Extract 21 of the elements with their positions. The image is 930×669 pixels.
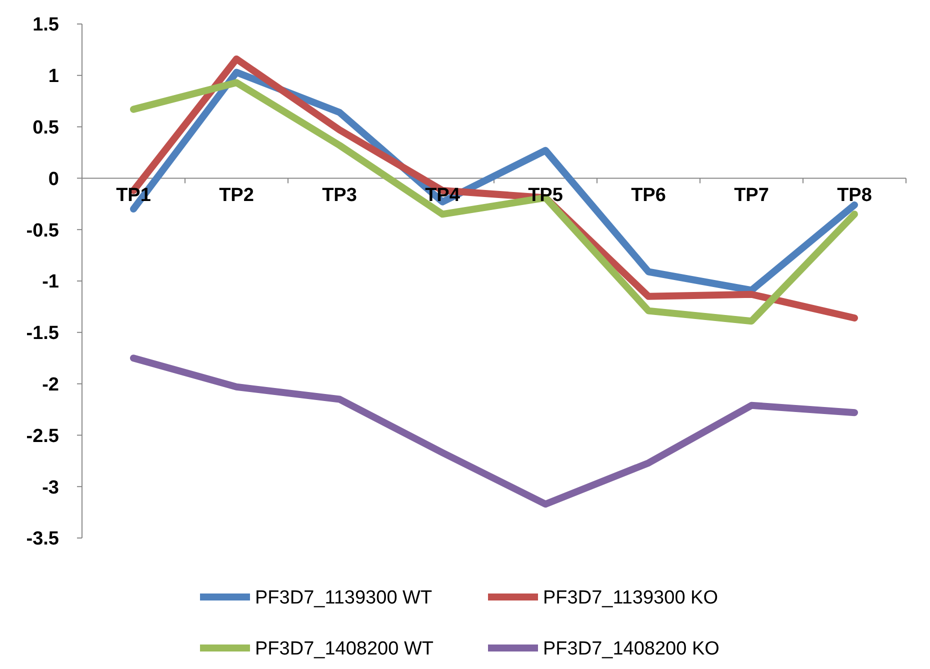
y-tick-label: 1 xyxy=(48,66,60,88)
x-tick-label: TP6 xyxy=(631,185,666,206)
y-tick-label: -2 xyxy=(42,374,59,396)
y-tick-label: -0.5 xyxy=(26,220,60,242)
legend-label: PF3D7_1408200 KO xyxy=(543,638,720,660)
x-tick-label: TP2 xyxy=(219,185,254,206)
x-tick-label: TP8 xyxy=(837,185,872,206)
x-tick-label: TP5 xyxy=(528,185,564,206)
y-tick-label: -1 xyxy=(42,272,60,293)
legend-label: PF3D7_1139300 WT xyxy=(255,588,432,609)
x-tick-label: TP7 xyxy=(734,185,769,206)
y-tick-label: -3.5 xyxy=(26,528,60,550)
y-tick-label: -1.5 xyxy=(26,323,60,344)
x-tick-label: TP3 xyxy=(322,185,357,206)
y-tick-label: 0 xyxy=(48,168,59,190)
legend-label: PF3D7_1408200 WT xyxy=(255,638,434,660)
y-tick-label: 1.5 xyxy=(32,14,60,36)
y-tick-label: -3 xyxy=(42,477,59,498)
y-tick-label: -2.5 xyxy=(26,426,60,447)
y-tick-label: 0.5 xyxy=(32,117,60,138)
legend-label: PF3D7_1139300 KO xyxy=(543,588,718,609)
